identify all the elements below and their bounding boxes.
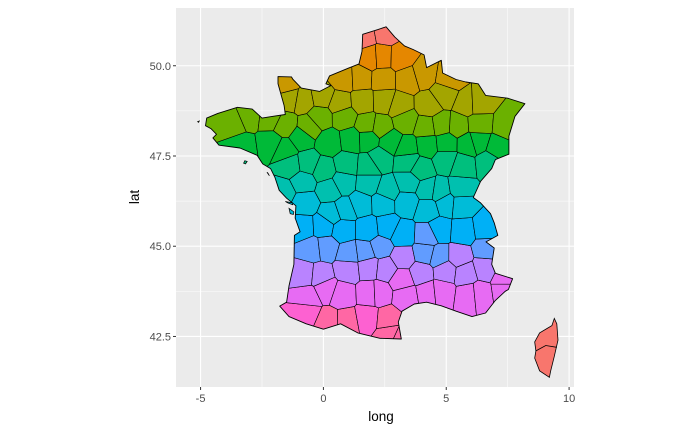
department-polygon <box>467 113 494 134</box>
y-tick-label: 45.0 <box>150 241 171 253</box>
x-axis: -5 0 5 10 <box>196 387 575 405</box>
department-polygon <box>450 217 476 246</box>
island-polygon <box>243 160 248 165</box>
y-tick-label: 47.5 <box>150 151 171 163</box>
x-tick-label: 10 <box>563 393 575 405</box>
x-tick-label: 0 <box>320 393 326 405</box>
france-outline <box>205 26 526 340</box>
department-polygon <box>355 214 379 242</box>
department-polygon <box>370 67 396 91</box>
y-axis: 42.5 45.0 47.5 50.0 <box>150 61 176 343</box>
corsica-polygon <box>534 317 559 378</box>
island-polygon <box>196 120 201 123</box>
x-axis-title: long <box>368 409 394 424</box>
x-tick-label: -5 <box>196 393 206 405</box>
island-polygon <box>285 201 294 206</box>
y-tick-label: 50.0 <box>150 61 171 73</box>
x-tick-label: 5 <box>443 393 449 405</box>
y-axis-title: lat <box>127 190 142 205</box>
corsica-border <box>535 345 557 352</box>
department-polygon <box>339 126 361 155</box>
department-polygon <box>375 43 392 69</box>
y-tick-label: 42.5 <box>150 331 171 343</box>
department-polygon <box>355 279 376 307</box>
island-polygon <box>288 207 295 215</box>
island-polygon <box>266 171 270 176</box>
